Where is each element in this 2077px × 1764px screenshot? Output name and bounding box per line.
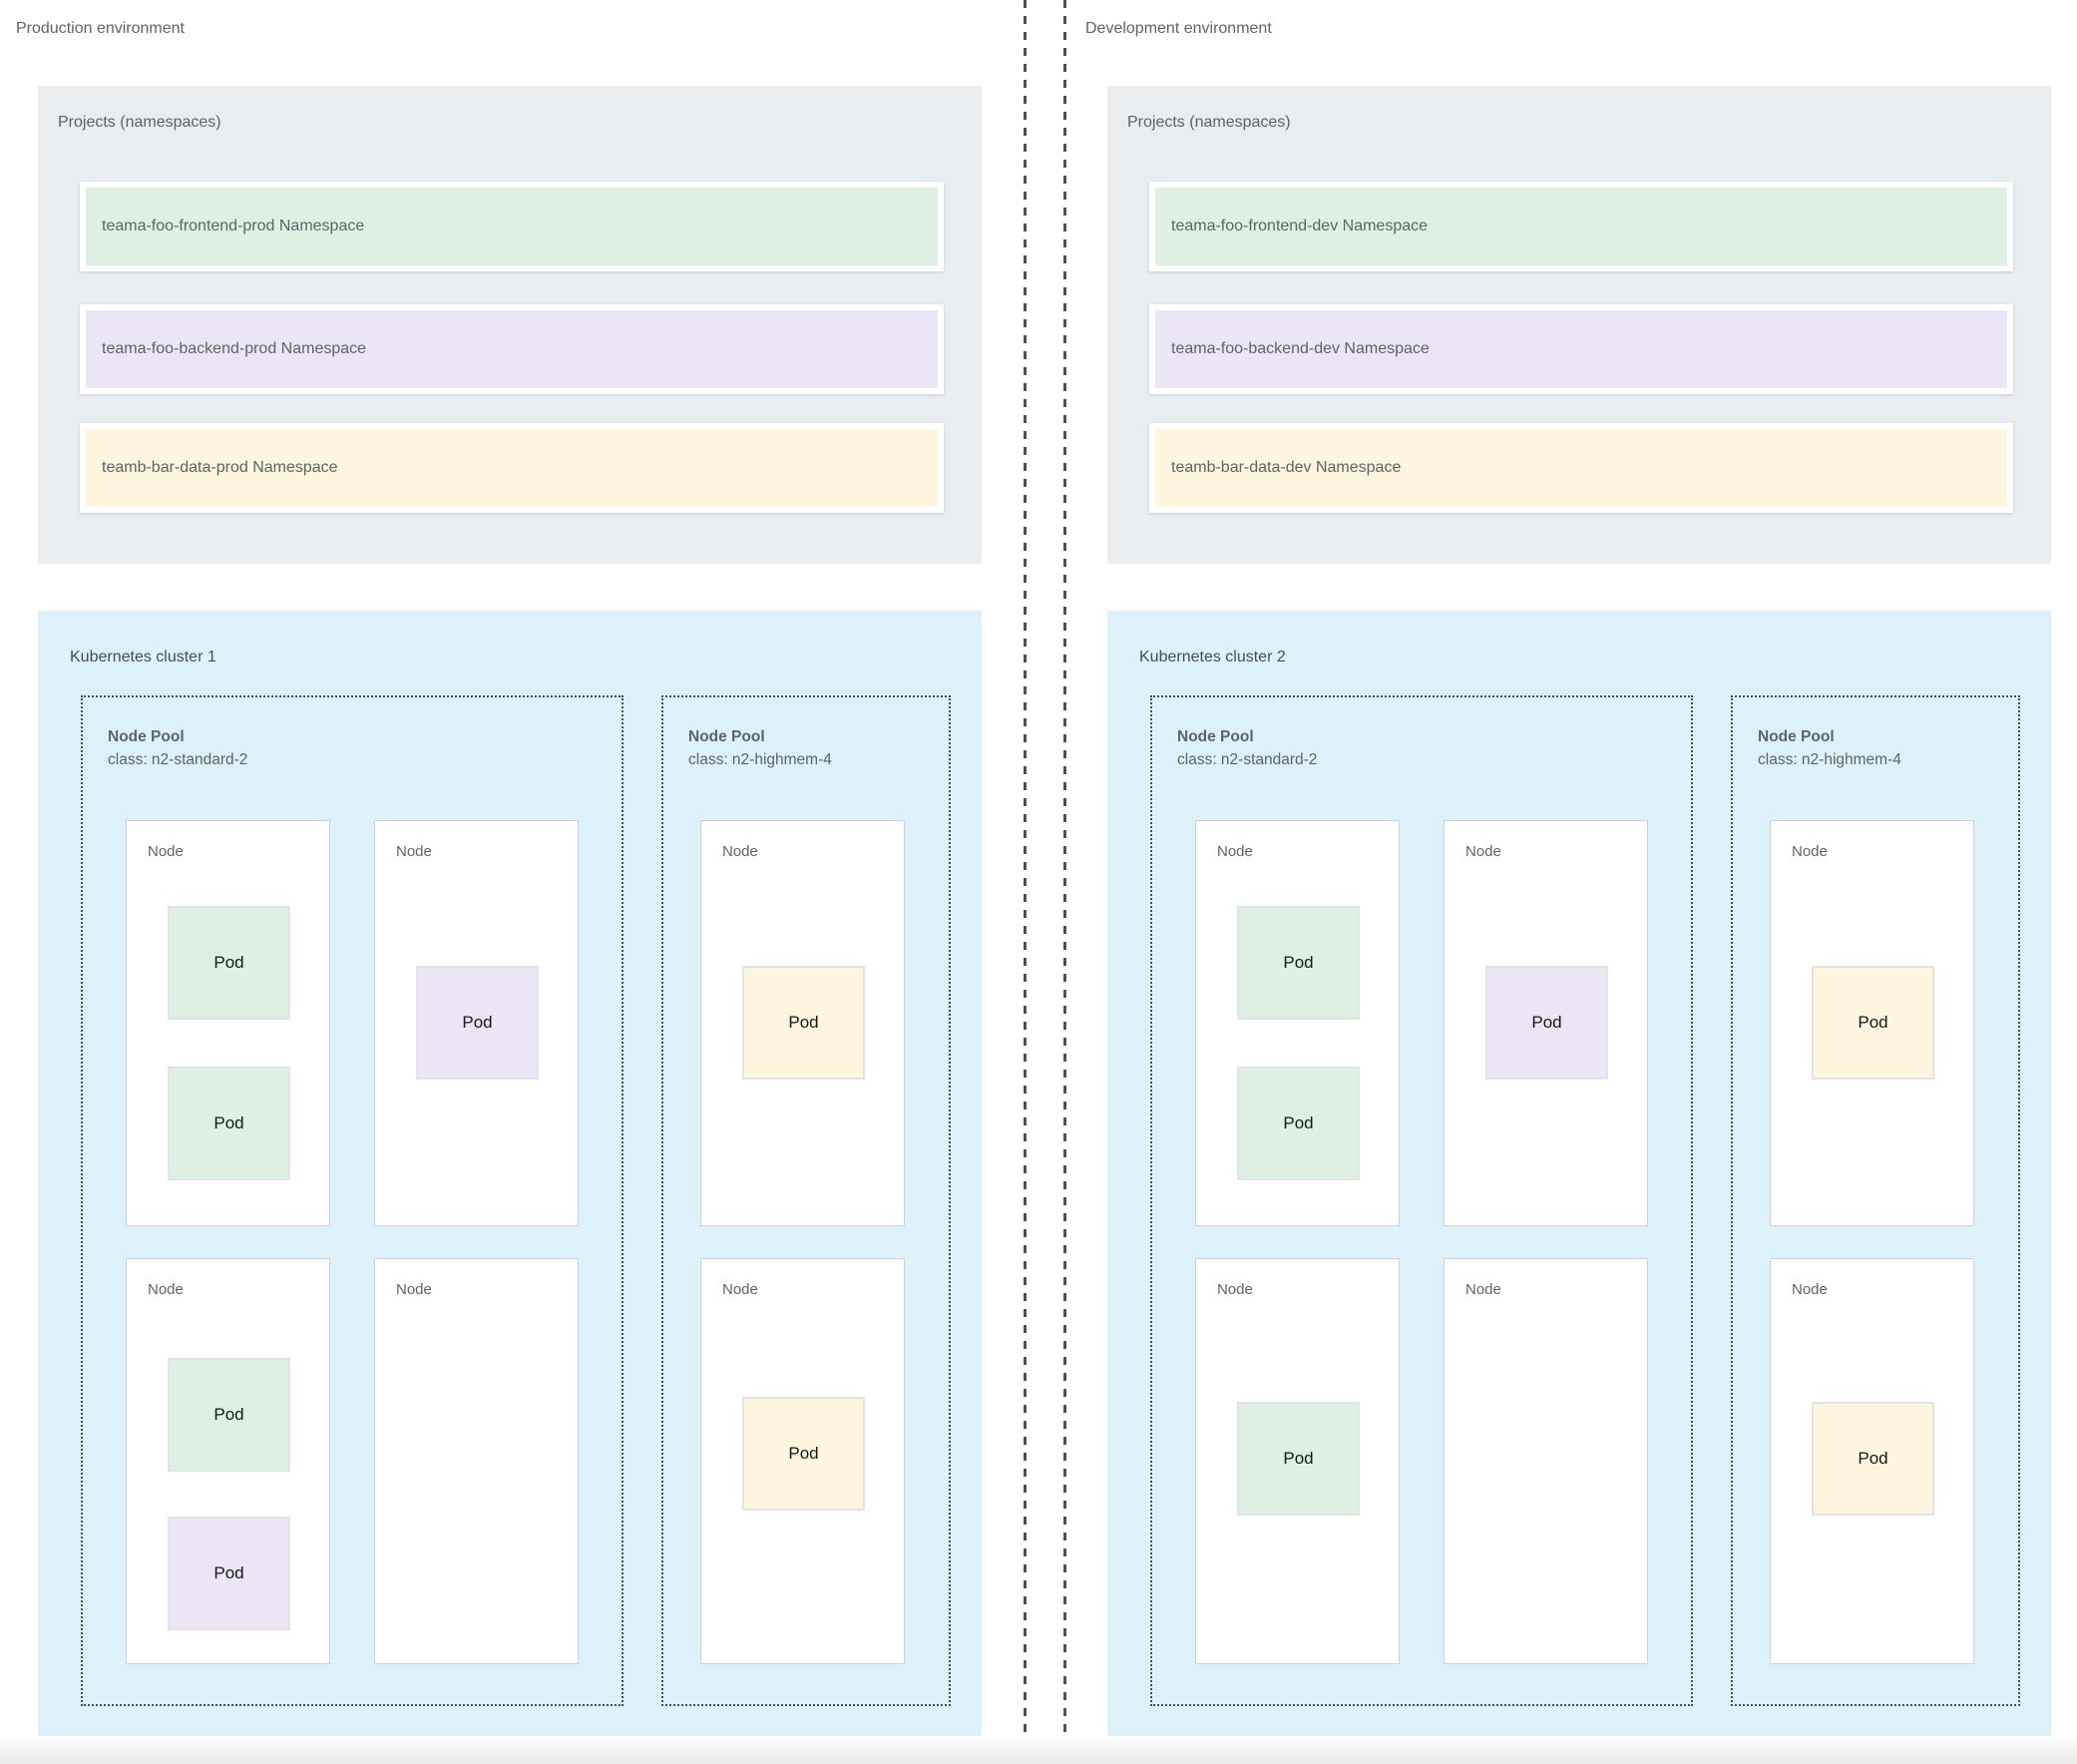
node-pool-highmem-cluster2: Node Pool class: n2-highmem-4 Node Pod N… [1731,695,2020,1706]
kubernetes-cluster-2-panel: Kubernetes cluster 2 Node Pool class: n2… [1107,611,2051,1736]
development-projects-label: Projects (namespaces) [1127,114,1291,131]
node-pool-title: Node Pool [108,728,185,745]
development-projects-panel: Projects (namespaces) teama-foo-frontend… [1107,86,2051,564]
pod-box-purple: Pod [168,1517,290,1630]
pod-box-green: Pod [1237,1067,1360,1180]
namespace-label: teama-foo-backend-dev Namespace [1171,340,1430,357]
namespace-box-data-dev: teamb-bar-data-dev Namespace [1149,423,2013,513]
node-box: Node Pod [700,1258,905,1664]
node-label: Node [148,843,184,860]
node-pool-header: Node Pool class: n2-highmem-4 [688,725,832,771]
pod-box-yellow: Pod [742,1397,865,1511]
namespace-label: teama-foo-frontend-dev Namespace [1171,218,1429,234]
node-label: Node [396,843,432,860]
kubernetes-cluster-1-panel: Kubernetes cluster 1 Node Pool class: n2… [38,611,982,1736]
kubernetes-cluster-1-title: Kubernetes cluster 1 [70,649,216,665]
node-pool-header: Node Pool class: n2-standard-2 [108,725,247,771]
node-box: Node Pod Pod [126,820,330,1226]
pod-box-yellow: Pod [1812,966,1934,1080]
pod-box-green: Pod [1237,906,1360,1020]
node-label: Node [396,1281,432,1298]
pod-box-yellow: Pod [742,966,865,1080]
node-label: Node [1465,843,1501,860]
node-pool-machine-class: class: n2-standard-2 [1177,751,1318,768]
development-environment-title: Development environment [1085,20,1272,37]
kubernetes-cluster-2-title: Kubernetes cluster 2 [1139,649,1286,665]
node-pool-highmem-cluster1: Node Pool class: n2-highmem-4 Node Pod N… [661,695,951,1706]
node-box: Node Pod Pod [126,1258,330,1664]
node-label: Node [148,1281,184,1298]
environment-divider-dashed-line-right [1063,0,1066,1764]
pod-box-green: Pod [1237,1402,1360,1516]
namespace-label: teama-foo-frontend-prod Namespace [102,218,365,234]
production-environment-title: Production environment [16,20,185,37]
production-projects-label: Projects (namespaces) [58,114,221,131]
node-box: Node Pod [1195,1258,1400,1664]
node-pool-header: Node Pool class: n2-standard-2 [1177,725,1317,771]
page-bottom-edge-shading [0,1736,2077,1764]
namespace-label: teama-foo-backend-prod Namespace [102,340,367,357]
node-pool-machine-class: class: n2-standard-2 [108,751,248,768]
node-box-empty: Node [1444,1258,1648,1664]
node-label: Node [1217,843,1253,860]
development-environment-section: Development environment Projects (namesp… [1069,0,2077,1764]
node-box: Node Pod [1444,820,1648,1226]
pod-box-green: Pod [168,1358,290,1472]
production-projects-panel: Projects (namespaces) teama-foo-frontend… [38,86,982,564]
node-label: Node [1217,1281,1253,1298]
namespace-label: teamb-bar-data-dev Namespace [1171,459,1402,476]
pod-box-green: Pod [168,1067,290,1180]
node-pool-title: Node Pool [1758,728,1835,745]
namespace-box-backend-dev: teama-foo-backend-dev Namespace [1149,304,2013,394]
node-box-empty: Node [374,1258,579,1664]
namespace-box-data-prod: teamb-bar-data-prod Namespace [80,423,944,513]
production-environment-section: Production environment Projects (namespa… [0,0,1038,1764]
namespace-box-frontend-dev: teama-foo-frontend-dev Namespace [1149,182,2013,271]
environment-divider-dashed-line-left [1024,0,1027,1764]
namespace-box-frontend-prod: teama-foo-frontend-prod Namespace [80,182,944,271]
node-pool-title: Node Pool [1177,728,1254,745]
node-pool-machine-class: class: n2-highmem-4 [688,751,832,768]
namespace-box-backend-prod: teama-foo-backend-prod Namespace [80,304,944,394]
node-box: Node Pod [700,820,905,1226]
node-label: Node [1465,1281,1501,1298]
pod-box-purple: Pod [1485,966,1608,1080]
pod-box-purple: Pod [416,966,539,1080]
pod-box-yellow: Pod [1812,1402,1934,1516]
pod-box-green: Pod [168,906,290,1020]
node-pool-header: Node Pool class: n2-highmem-4 [1758,725,1901,771]
node-label: Node [1792,1281,1828,1298]
node-label: Node [722,843,758,860]
node-pool-machine-class: class: n2-highmem-4 [1758,751,1901,768]
node-pool-title: Node Pool [688,728,765,745]
node-box: Node Pod [374,820,579,1226]
node-box: Node Pod [1770,820,1974,1226]
node-label: Node [722,1281,758,1298]
namespace-label: teamb-bar-data-prod Namespace [102,459,338,476]
node-label: Node [1792,843,1828,860]
node-pool-standard-cluster1: Node Pool class: n2-standard-2 Node Pod … [81,695,623,1706]
node-pool-standard-cluster2: Node Pool class: n2-standard-2 Node Pod … [1150,695,1693,1706]
node-box: Node Pod [1770,1258,1974,1664]
node-box: Node Pod Pod [1195,820,1400,1226]
